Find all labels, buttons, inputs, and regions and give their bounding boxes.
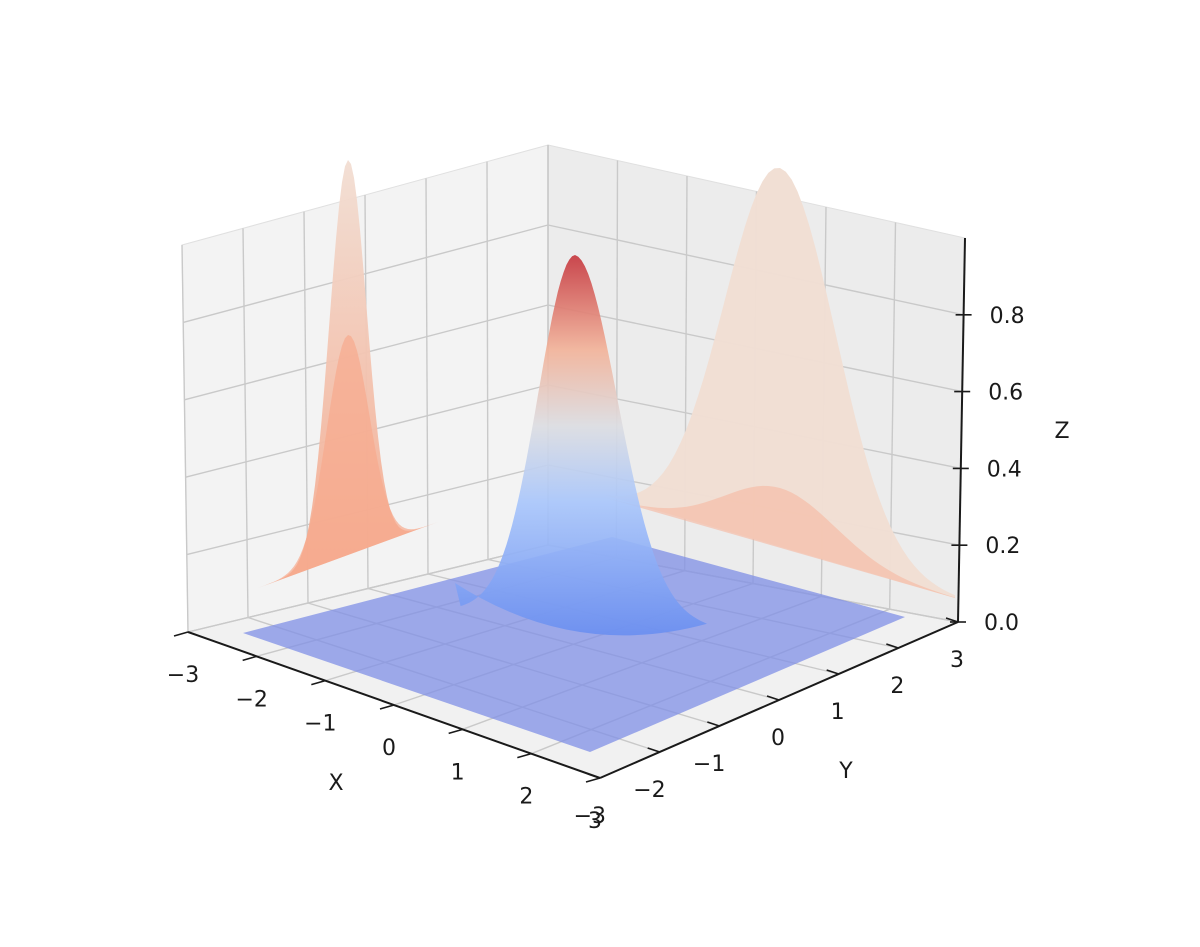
x-wall-projection-inner <box>258 335 438 588</box>
x-tick-label: −1 <box>304 712 336 737</box>
y-wall-projection-inner <box>605 485 955 598</box>
y-tick-label: 2 <box>890 674 904 699</box>
z-tick-label: 0.2 <box>985 534 1020 559</box>
y-wall-projection <box>605 168 955 598</box>
gridline-x-wall <box>425 178 429 575</box>
x-tick-label: −2 <box>235 687 267 712</box>
y-tick-mark <box>886 643 899 649</box>
x-tick-label: 1 <box>451 760 465 785</box>
gridline-x-wall <box>486 161 489 560</box>
x-tick-mark <box>517 752 532 759</box>
y-tick-mark <box>766 695 780 701</box>
y-tick-label: −3 <box>574 804 606 829</box>
y-tick-label: 1 <box>831 700 845 725</box>
y-tick-label: −1 <box>693 752 725 777</box>
y-tick-label: 3 <box>950 648 964 673</box>
x-tick-mark <box>379 704 395 710</box>
x-tick-label: −3 <box>167 663 199 688</box>
floor-projection <box>243 537 905 752</box>
z-axis-label: Z <box>1054 419 1069 444</box>
y-tick-mark <box>826 669 839 675</box>
y-tick-mark <box>707 721 720 727</box>
y-tick-label: −2 <box>633 778 665 803</box>
gridline-x-wall <box>242 228 249 618</box>
x-tick-mark <box>311 679 326 686</box>
y-axis-label: Y <box>838 759 853 784</box>
y-tick-label: 0 <box>771 726 785 751</box>
z-tick-label: 0.4 <box>987 457 1022 482</box>
y-axis: −3 −2 −1 0 1 2 3 Y <box>574 617 964 829</box>
z-tick-label: 0.6 <box>988 381 1023 406</box>
x-tick-mark <box>448 728 463 735</box>
gridline-x-wall <box>181 244 189 633</box>
z-tick-label: 0.0 <box>984 611 1019 636</box>
x-axis: −3 −2 −1 0 1 2 3 X <box>167 631 602 834</box>
y-tick-mark <box>587 773 601 779</box>
x-tick-label: 0 <box>382 736 396 761</box>
x-tick-mark <box>173 631 189 637</box>
gridline-z-left <box>187 544 549 633</box>
z-tick-label: 0.8 <box>990 304 1025 329</box>
x-axis-label: X <box>328 771 343 796</box>
x-tick-mark <box>242 655 257 662</box>
surface-peak <box>455 255 707 636</box>
gridline-z-left <box>183 224 549 324</box>
x-tick-label: 2 <box>519 785 533 810</box>
z-axis: 0.0 0.2 0.4 0.6 0.8 Z <box>950 237 1070 636</box>
y-tick-mark <box>647 747 660 753</box>
x-tick-label: 3 <box>588 809 602 834</box>
x-tick-mark <box>585 777 601 783</box>
